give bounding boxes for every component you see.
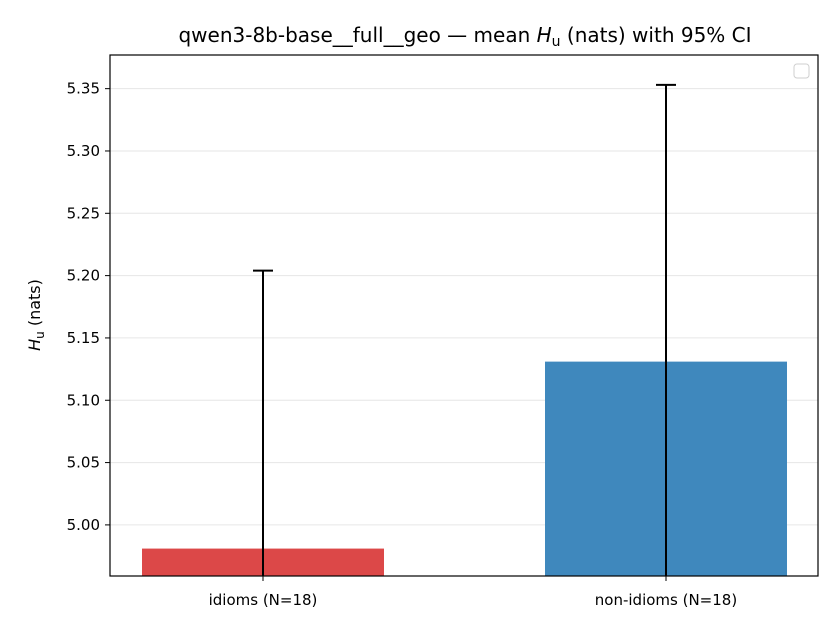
y-tick-label: 5.00 [67,516,100,534]
y-axis-title-suffix: (nats) [25,279,44,331]
error-bars [253,83,676,576]
bars [142,361,787,576]
x-tick-label: non-idioms (N=18) [595,591,737,609]
y-axis-title-subscript: u [33,331,47,339]
plot-frame [109,54,819,577]
x-tick-label: idioms (N=18) [209,591,318,609]
chart-title-prefix: qwen3-8b-base__full__geo — mean [178,23,536,47]
y-tick-label: 5.15 [67,329,100,347]
y-axis-title-symbol: H [25,339,44,351]
chart-title-suffix: (nats) with 95% CI [561,23,752,47]
chart-title-symbol: H [537,23,552,47]
chart-title: qwen3-8b-base__full__geo — mean Hu (nats… [178,23,751,50]
chart-title-subscript: u [552,34,561,50]
x-axis-ticks: idioms (N=18) non-idioms (N=18) [209,576,737,609]
y-axis-title: Hu (nats) [25,279,47,351]
y-tick-label: 5.35 [67,80,100,98]
gridlines [110,88,818,526]
y-axis-ticks: 5.00 5.05 5.10 5.15 5.20 5.25 5.30 5.35 [67,80,110,534]
legend-box [793,63,810,79]
y-tick-label: 5.05 [67,454,100,472]
y-tick-label: 5.20 [67,267,100,285]
y-tick-label: 5.25 [67,204,100,222]
y-tick-label: 5.10 [67,391,100,409]
y-tick-label: 5.30 [67,142,100,160]
